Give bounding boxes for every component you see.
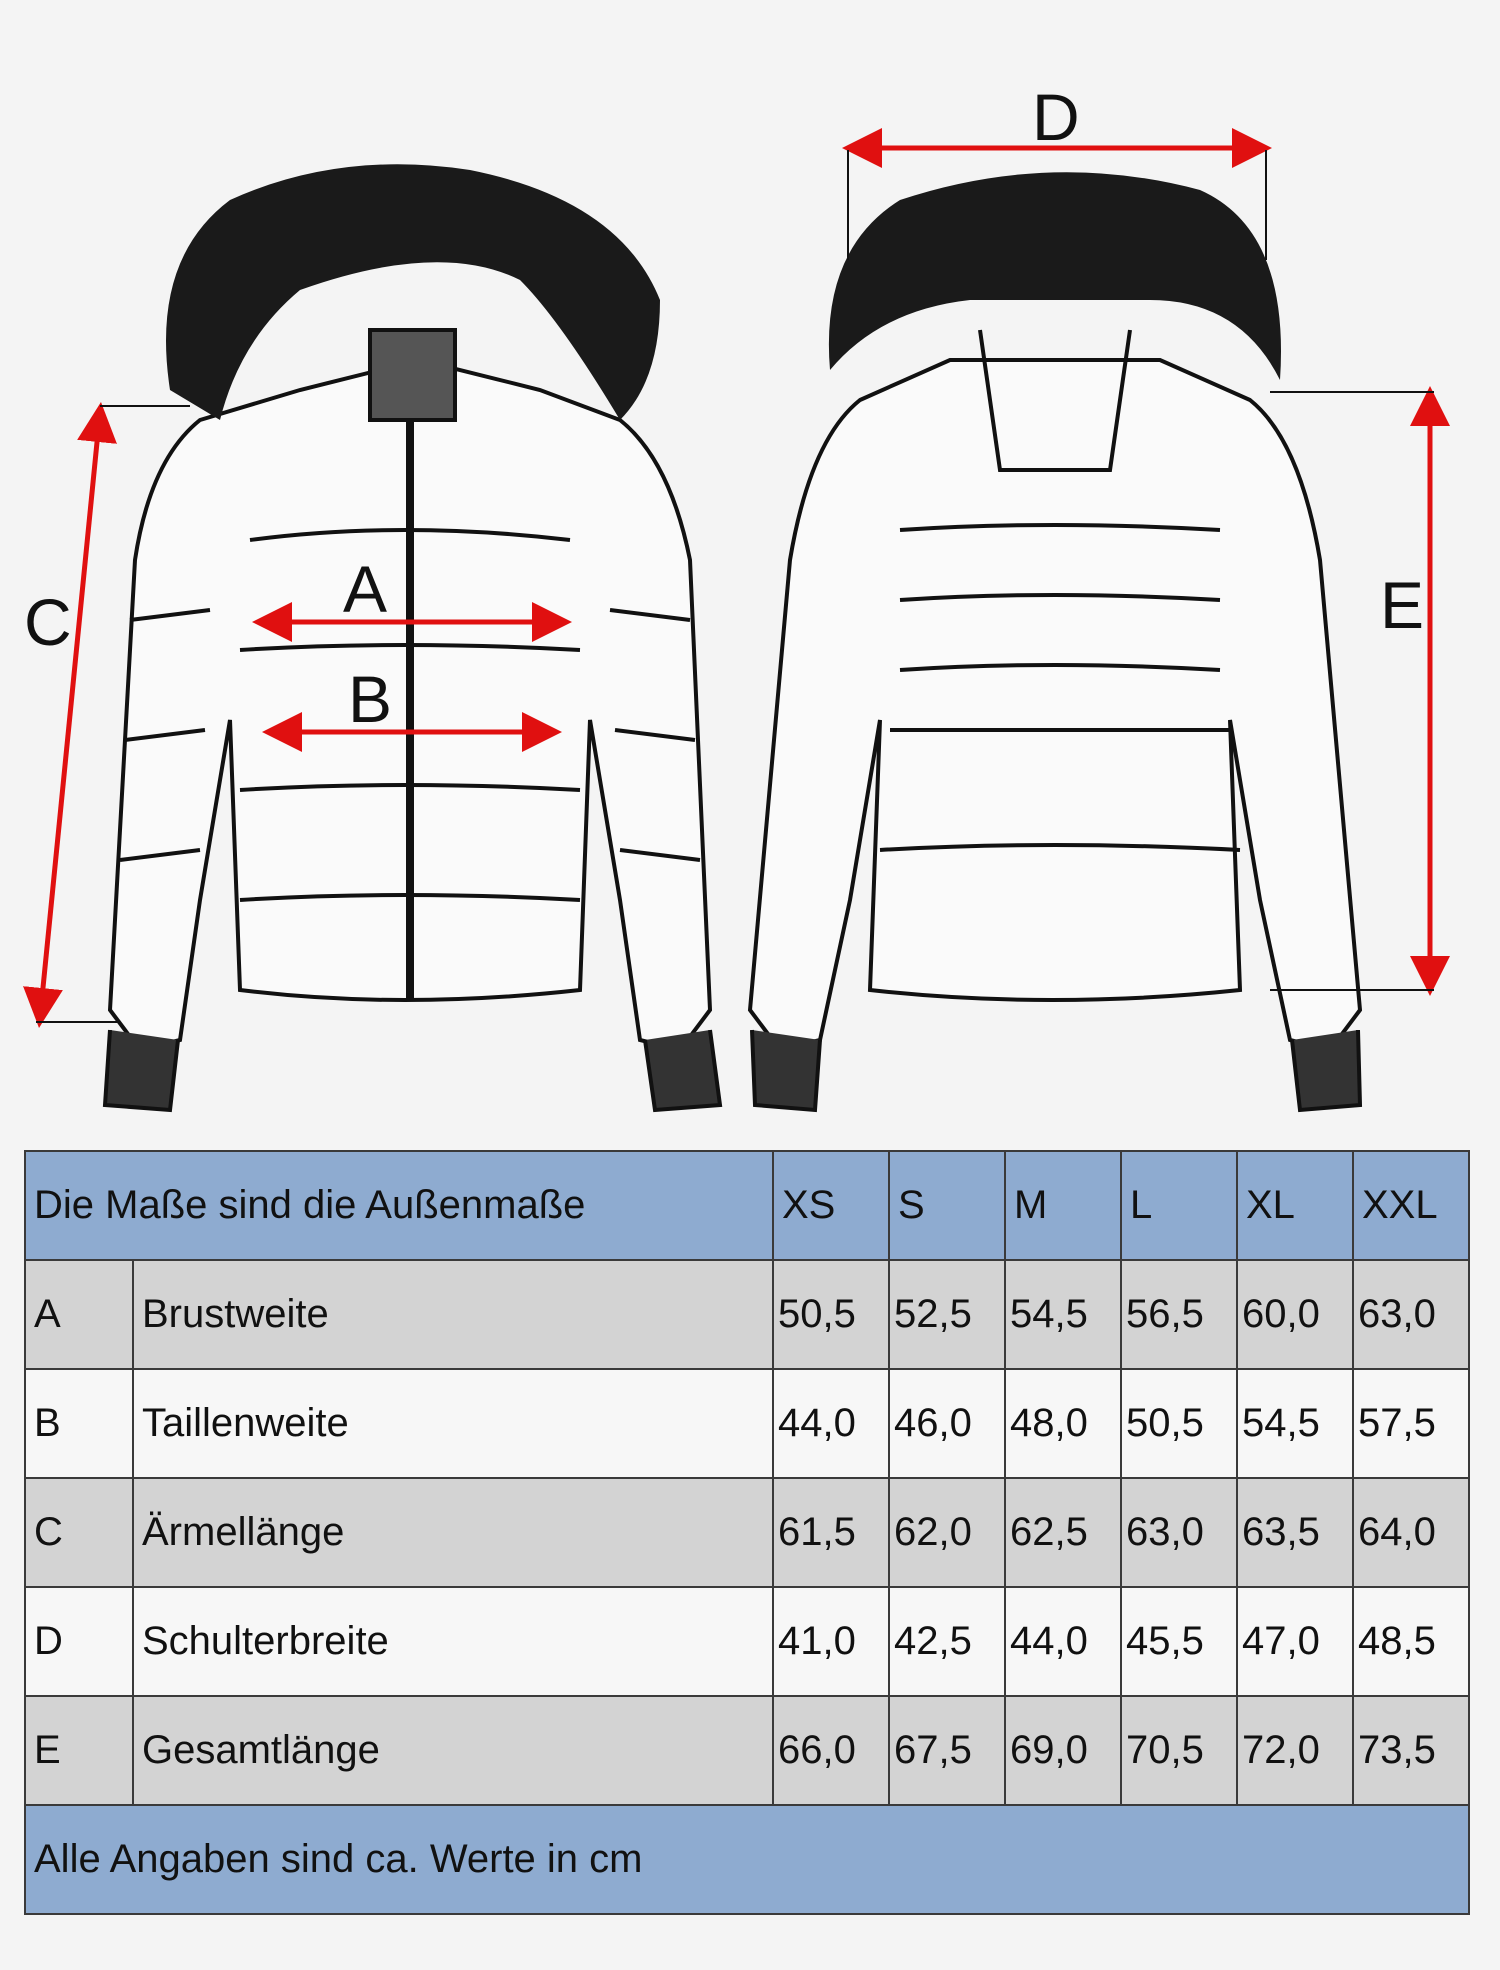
size-table: Die Maße sind die Außenmaße XS S M L XL … <box>24 1150 1470 1915</box>
row-value: 52,5 <box>888 1259 1006 1370</box>
row-value: 54,5 <box>1236 1368 1354 1479</box>
size-header: XXL <box>1352 1150 1470 1261</box>
row-value: 60,0 <box>1236 1259 1354 1370</box>
row-key: B <box>24 1368 134 1479</box>
row-value: 63,0 <box>1120 1477 1238 1588</box>
table-row: B Taillenweite 44,0 46,0 48,0 50,5 54,5 57,5 <box>24 1368 1470 1479</box>
row-name: Taillenweite <box>132 1368 774 1479</box>
row-value: 54,5 <box>1004 1259 1122 1370</box>
table-footer-row: Alle Angaben sind ca. Werte in cm <box>24 1804 1470 1915</box>
row-value: 44,0 <box>772 1368 890 1479</box>
row-value: 66,0 <box>772 1695 890 1806</box>
row-name: Schulterbreite <box>132 1586 774 1697</box>
row-value: 44,0 <box>1004 1586 1122 1697</box>
size-header: M <box>1004 1150 1122 1261</box>
footer-note: Alle Angaben sind ca. Werte in cm <box>24 1804 1470 1915</box>
jacket-front-fur-hood <box>166 164 660 420</box>
row-value: 73,5 <box>1352 1695 1470 1806</box>
row-key: A <box>24 1259 134 1370</box>
row-value: 61,5 <box>772 1477 890 1588</box>
row-value: 47,0 <box>1236 1586 1354 1697</box>
arrow-c <box>23 402 117 1028</box>
row-value: 50,5 <box>1120 1368 1238 1479</box>
row-value: 62,5 <box>1004 1477 1122 1588</box>
row-value: 42,5 <box>888 1586 1006 1697</box>
row-value: 70,5 <box>1120 1695 1238 1806</box>
jacket-measurement-diagram: A B C D E <box>23 80 1450 1113</box>
jacket-back-drawing <box>747 329 1363 1113</box>
row-key: E <box>24 1695 134 1806</box>
row-value: 48,0 <box>1004 1368 1122 1479</box>
row-value: 72,0 <box>1236 1695 1354 1806</box>
jacket-front-drawing <box>102 328 723 1113</box>
row-name: Gesamtlänge <box>132 1695 774 1806</box>
label-c: C <box>24 585 72 659</box>
size-header: XL <box>1236 1150 1354 1261</box>
table-row: A Brustweite 50,5 52,5 54,5 56,5 60,0 63,0 <box>24 1259 1470 1370</box>
row-value: 67,5 <box>888 1695 1006 1806</box>
label-d: D <box>1032 80 1080 154</box>
label-b: B <box>348 662 392 736</box>
row-value: 45,5 <box>1120 1586 1238 1697</box>
row-value: 62,0 <box>888 1477 1006 1588</box>
table-row: D Schulterbreite 41,0 42,5 44,0 45,5 47,0 48,5 <box>24 1586 1470 1697</box>
table-row: E Gesamtlänge 66,0 67,5 69,0 70,5 72,0 73,5 <box>24 1695 1470 1806</box>
row-value: 57,5 <box>1352 1368 1470 1479</box>
size-header: L <box>1120 1150 1238 1261</box>
size-header: S <box>888 1150 1006 1261</box>
table-row: C Ärmellänge 61,5 62,0 62,5 63,0 63,5 64,0 <box>24 1477 1470 1588</box>
row-value: 63,5 <box>1236 1477 1354 1588</box>
row-key: D <box>24 1586 134 1697</box>
row-value: 64,0 <box>1352 1477 1470 1588</box>
measurement-arrows <box>23 128 1450 1028</box>
row-name: Brustweite <box>132 1259 774 1370</box>
row-value: 56,5 <box>1120 1259 1238 1370</box>
row-value: 63,0 <box>1352 1259 1470 1370</box>
row-value: 46,0 <box>888 1368 1006 1479</box>
row-value: 48,5 <box>1352 1586 1470 1697</box>
row-value: 50,5 <box>772 1259 890 1370</box>
header-note: Die Maße sind die Außenmaße <box>24 1150 774 1261</box>
size-header: XS <box>772 1150 890 1261</box>
row-key: C <box>24 1477 134 1588</box>
row-name: Ärmellänge <box>132 1477 774 1588</box>
label-e: E <box>1380 568 1424 642</box>
row-value: 69,0 <box>1004 1695 1122 1806</box>
jacket-back-fur-hood <box>828 172 1281 380</box>
label-a: A <box>343 552 387 626</box>
table-header-row: Die Maße sind die Außenmaße XS S M L XL … <box>24 1150 1470 1261</box>
row-value: 41,0 <box>772 1586 890 1697</box>
